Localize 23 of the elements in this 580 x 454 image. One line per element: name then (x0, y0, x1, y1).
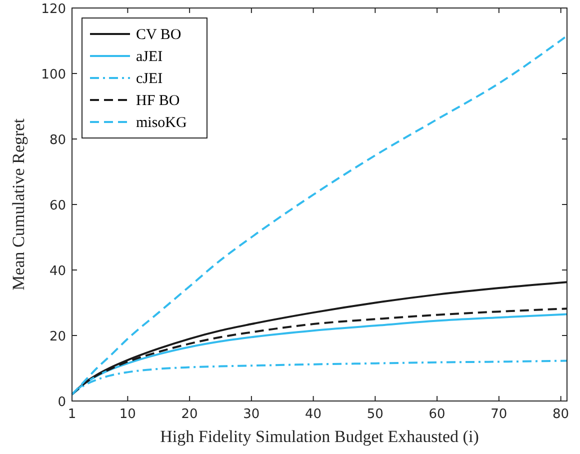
x-tick-label: 30 (243, 407, 260, 422)
y-tick-label: 100 (41, 68, 66, 82)
x-tick-label: 20 (181, 407, 198, 422)
y-tick-label: 20 (49, 330, 66, 344)
legend-label: cJEI (136, 71, 163, 87)
x-tick-label: 70 (490, 407, 508, 422)
legend-label: CV BO (136, 27, 182, 43)
y-tick-label: 40 (49, 264, 66, 279)
y-tick-label: 80 (49, 133, 66, 148)
x-tick-label: 80 (552, 407, 570, 422)
x-tick-label: 1 (68, 407, 76, 422)
y-tick-label: 120 (41, 2, 66, 17)
legend-label: misoKG (136, 115, 188, 131)
x-tick-label: 50 (366, 407, 384, 422)
x-tick-label: 60 (428, 407, 446, 422)
legend-label: aJEI (136, 49, 163, 65)
legend-label: HF BO (136, 93, 180, 109)
y-axis-title: Mean Cumulative Regret (9, 118, 28, 290)
x-tick-label: 40 (305, 407, 322, 422)
x-axis-title: High Fidelity Simulation Budget Exhausted (i) (160, 427, 479, 446)
y-tick-label: 60 (49, 198, 66, 214)
y-tick-label: 0 (58, 395, 66, 410)
x-tick-label: 10 (119, 407, 136, 422)
